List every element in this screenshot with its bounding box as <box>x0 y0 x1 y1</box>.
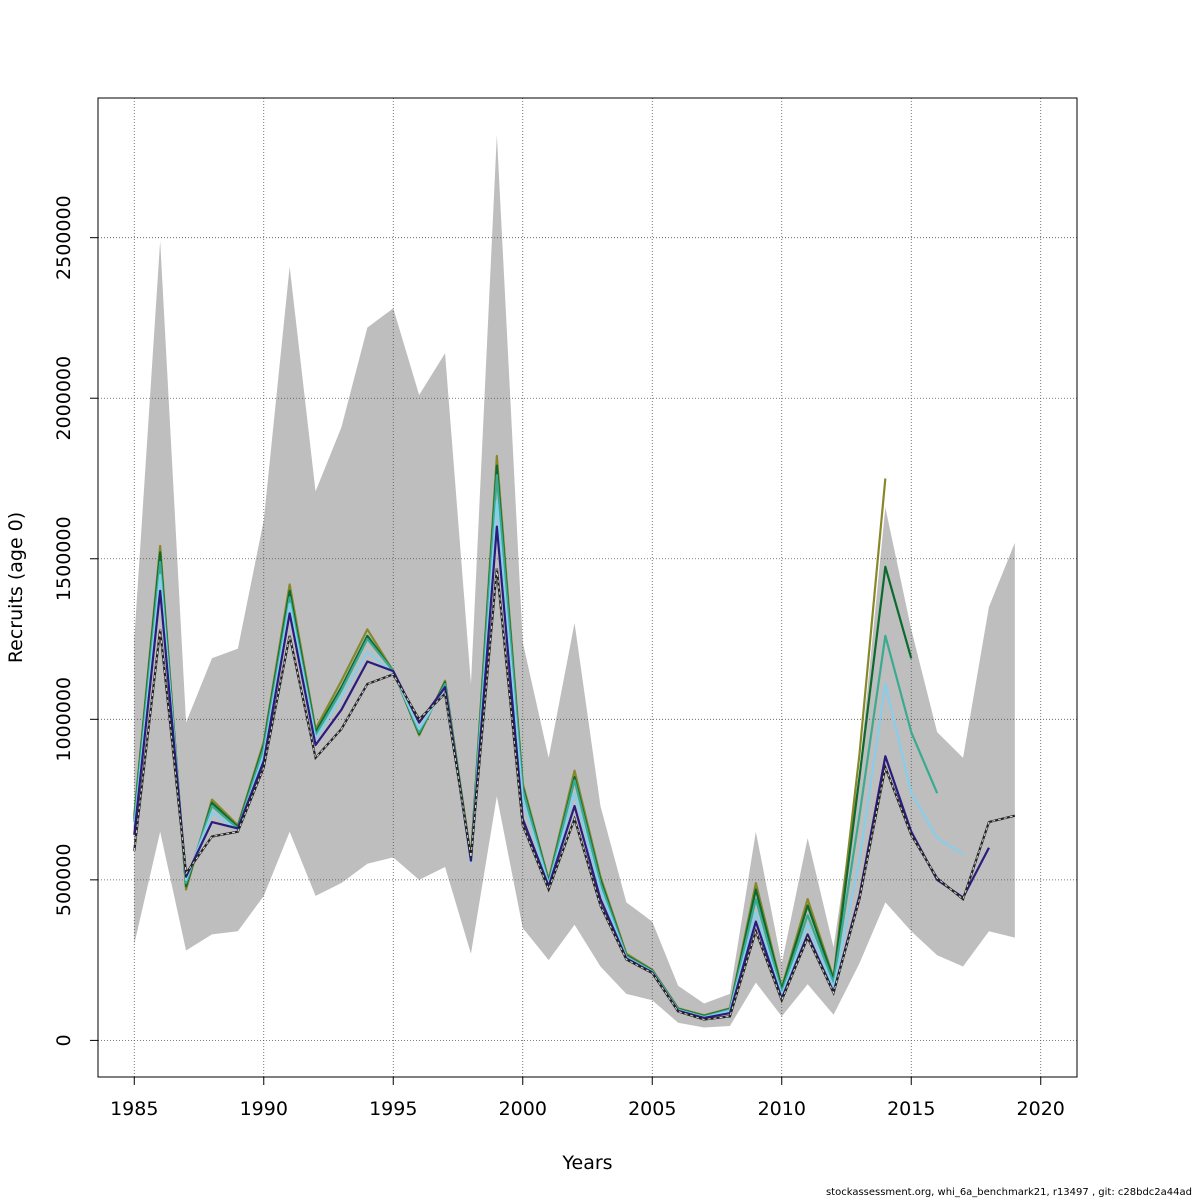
grid <box>98 98 1077 1077</box>
x-tick-label: 2000 <box>499 1098 547 1120</box>
y-tick-label: 2500000 <box>53 195 75 280</box>
plot-frame <box>97 97 1078 1078</box>
x-tick-label: 1985 <box>110 1098 158 1120</box>
y-tick-label: 1500000 <box>53 516 75 601</box>
y-tick-label: 2000000 <box>53 356 75 441</box>
y-tick-label: 0 <box>53 1034 75 1046</box>
footer-caption: stockassessment.org, whi_6a_benchmark21,… <box>825 1187 1192 1198</box>
x-axis-title: Years <box>561 1152 612 1174</box>
x-tick-label: 2010 <box>758 1098 806 1120</box>
confidence-band-area <box>134 134 1015 1028</box>
y-tick-label: 1000000 <box>53 677 75 762</box>
x-axis: 1985 1990 1995 2000 2005 2010 2015 2020 <box>110 1077 1065 1120</box>
series-lines <box>133 454 1016 1021</box>
x-tick-label: 2005 <box>628 1098 676 1120</box>
x-tick-label: 1990 <box>240 1098 288 1120</box>
x-tick-label: 1995 <box>369 1098 417 1120</box>
y-axis: 0 500000 1000000 1500000 2000000 2500000 <box>53 195 98 1046</box>
x-tick-label: 2015 <box>887 1098 935 1120</box>
series-line-6-dash <box>133 568 1015 1021</box>
y-axis-title: Recruits (age 0) <box>5 512 27 663</box>
confidence-band <box>134 134 1015 1028</box>
y-tick-label: 500000 <box>53 844 75 917</box>
x-tick-label: 2020 <box>1017 1098 1065 1120</box>
